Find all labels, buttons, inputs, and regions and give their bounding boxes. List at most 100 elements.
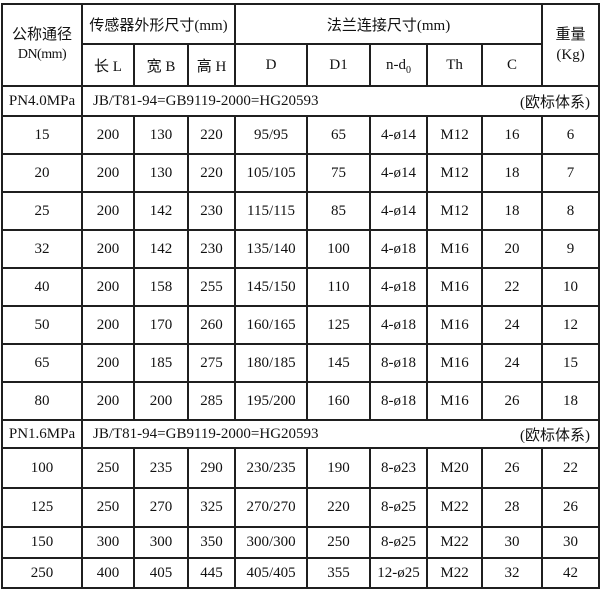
cell-d: 270/270 xyxy=(234,487,309,528)
header-row-subcolumns: 长 L 宽 B 高 H D D1 n-d0 Th C xyxy=(2,43,599,87)
cell-nd0: 8-ø23 xyxy=(369,447,429,489)
cell-length: 200 xyxy=(81,343,135,383)
spec-table: 公称通径 DN(mm) 传感器外形尺寸(mm) 法兰连接尺寸(mm) 重量 (K… xyxy=(1,3,600,589)
table-row-dn100: 100 250 235 290 230/235 190 8-ø23 M20 26… xyxy=(1,447,600,489)
header-nd0-base: n-d xyxy=(386,56,407,73)
cell-weight: 10 xyxy=(541,267,600,307)
cell-dn: 80 xyxy=(1,381,83,421)
cell-width: 130 xyxy=(133,153,189,193)
cell-weight: 9 xyxy=(541,229,600,269)
cell-d: 160/165 xyxy=(234,305,309,345)
header-nd0-subscript: 0 xyxy=(406,64,412,76)
table-row-dn25: 25 200 142 230 115/115 85 4-ø14 M12 18 8 xyxy=(1,191,600,231)
cell-dn: 125 xyxy=(1,487,83,528)
cell-th: M16 xyxy=(426,305,484,345)
cell-dn: 32 xyxy=(1,229,83,269)
header-weight-line2: (Kg) xyxy=(556,47,585,63)
cell-th: M20 xyxy=(426,447,484,489)
cell-width: 185 xyxy=(133,343,189,383)
cell-c: 22 xyxy=(481,267,544,307)
cell-nd0: 4-ø18 xyxy=(369,305,429,345)
cell-d1: 110 xyxy=(306,267,372,307)
header-width: 宽 B xyxy=(133,43,189,87)
cell-length: 200 xyxy=(81,381,135,421)
cell-d1: 250 xyxy=(306,526,372,559)
table-row-dn20: 20 200 130 220 105/105 75 4-ø14 M12 18 7 xyxy=(1,153,600,193)
cell-c: 18 xyxy=(481,191,544,231)
cell-d1: 85 xyxy=(306,191,372,231)
section-row-pn40: PN4.0MPa JB/T81-94=GB9119-2000=HG20593 (… xyxy=(1,85,600,117)
header-flange-group: 法兰连接尺寸(mm) xyxy=(234,3,544,45)
cell-dn: 50 xyxy=(1,305,83,345)
cell-width: 300 xyxy=(133,526,189,559)
cell-weight: 30 xyxy=(541,526,600,559)
cell-width: 170 xyxy=(133,305,189,345)
cell-weight: 26 xyxy=(541,487,600,528)
table-row-dn65: 65 200 185 275 180/185 145 8-ø18 M16 24 … xyxy=(1,343,600,383)
cell-dn: 15 xyxy=(1,115,83,155)
cell-weight: 15 xyxy=(541,343,600,383)
cell-d: 230/235 xyxy=(234,447,309,489)
cell-nd0: 8-ø25 xyxy=(369,487,429,528)
cell-c: 16 xyxy=(481,115,544,155)
cell-d1: 355 xyxy=(306,557,372,589)
cell-th: M16 xyxy=(426,229,484,269)
cell-width: 142 xyxy=(133,191,189,231)
cell-width: 142 xyxy=(133,229,189,269)
cell-width: 200 xyxy=(133,381,189,421)
cell-height: 220 xyxy=(186,115,237,155)
cell-width: 158 xyxy=(133,267,189,307)
cell-c: 26 xyxy=(481,381,544,421)
cell-length: 200 xyxy=(81,229,135,269)
cell-d1: 190 xyxy=(306,447,372,489)
cell-d: 195/200 xyxy=(234,381,309,421)
cell-c: 30 xyxy=(481,526,544,559)
cell-height: 255 xyxy=(186,267,237,307)
cell-nd0: 8-ø18 xyxy=(369,381,429,421)
cell-th: M12 xyxy=(426,191,484,231)
cell-length: 250 xyxy=(81,487,135,528)
cell-length: 200 xyxy=(81,267,135,307)
section-note: (欧标体系) xyxy=(520,94,591,111)
cell-height: 230 xyxy=(186,191,237,231)
cell-nd0: 8-ø25 xyxy=(369,526,429,559)
cell-d1: 220 xyxy=(306,487,372,528)
header-d: D xyxy=(234,43,309,87)
table-row-dn15: 15 200 130 220 95/95 65 4-ø14 M12 16 6 xyxy=(1,115,600,155)
header-sensor-group: 传感器外形尺寸(mm) xyxy=(80,3,237,45)
cell-dn: 100 xyxy=(1,447,83,489)
section-standard: JB/T81-94=GB9119-2000=HG20593 xyxy=(93,425,319,442)
cell-length: 200 xyxy=(81,153,135,193)
cell-d1: 75 xyxy=(306,153,372,193)
table-row-dn250: 250 400 405 445 405/405 355 12-ø25 M22 3… xyxy=(1,557,600,589)
header-d1: D1 xyxy=(306,43,372,87)
cell-nd0: 12-ø25 xyxy=(369,557,429,589)
cell-dn: 150 xyxy=(1,526,83,559)
cell-height: 220 xyxy=(186,153,237,193)
header-c: C xyxy=(481,43,544,87)
cell-width: 130 xyxy=(133,115,189,155)
table-row-dn40: 40 200 158 255 145/150 110 4-ø18 M16 22 … xyxy=(1,267,600,307)
cell-nd0: 4-ø14 xyxy=(369,191,429,231)
section-pressure-label: PN1.6MPa xyxy=(1,419,83,449)
header-dn: 公称通径 DN(mm) xyxy=(1,3,83,87)
header-height: 高 H xyxy=(186,43,237,87)
cell-nd0: 4-ø14 xyxy=(369,153,429,193)
table-row-dn125: 125 250 270 325 270/270 220 8-ø25 M22 28… xyxy=(1,487,600,528)
cell-height: 285 xyxy=(186,381,237,421)
cell-d: 405/405 xyxy=(234,557,309,589)
header-th: Th xyxy=(426,43,484,87)
cell-d: 115/115 xyxy=(234,191,309,231)
cell-height: 260 xyxy=(186,305,237,345)
cell-c: 20 xyxy=(481,229,544,269)
section-standard-cell: JB/T81-94=GB9119-2000=HG20593 (欧标体系) xyxy=(80,85,600,117)
header-row-groups: 公称通径 DN(mm) 传感器外形尺寸(mm) 法兰连接尺寸(mm) 重量 (K… xyxy=(1,3,600,87)
cell-weight: 8 xyxy=(541,191,600,231)
section-standard-cell: JB/T81-94=GB9119-2000=HG20593 (欧标体系) xyxy=(80,419,600,449)
cell-height: 230 xyxy=(186,229,237,269)
cell-th: M16 xyxy=(426,381,484,421)
cell-nd0: 4-ø14 xyxy=(369,115,429,155)
cell-d1: 100 xyxy=(306,229,372,269)
cell-height: 445 xyxy=(186,557,237,589)
cell-dn: 40 xyxy=(1,267,83,307)
